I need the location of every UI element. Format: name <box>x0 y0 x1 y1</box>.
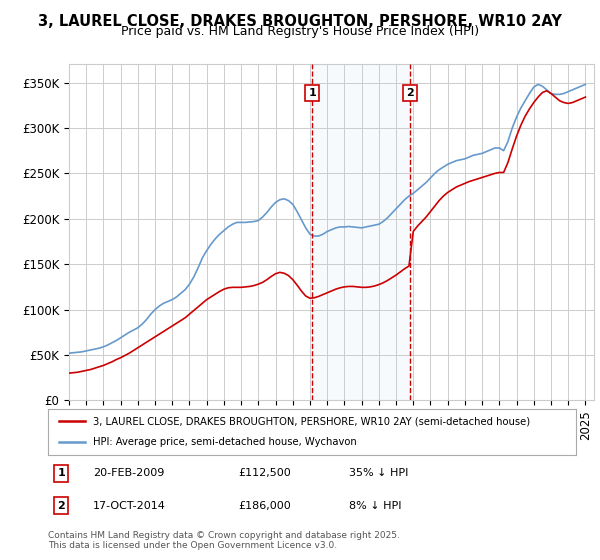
Text: 8% ↓ HPI: 8% ↓ HPI <box>349 501 401 511</box>
Text: 1: 1 <box>58 468 65 478</box>
Bar <box>312 64 410 400</box>
Text: 35% ↓ HPI: 35% ↓ HPI <box>349 468 409 478</box>
Text: £112,500: £112,500 <box>238 468 291 478</box>
Text: 3, LAUREL CLOSE, DRAKES BROUGHTON, PERSHORE, WR10 2AY: 3, LAUREL CLOSE, DRAKES BROUGHTON, PERSH… <box>38 14 562 29</box>
Text: 20-FEB-2009: 20-FEB-2009 <box>93 468 164 478</box>
Text: 3, LAUREL CLOSE, DRAKES BROUGHTON, PERSHORE, WR10 2AY (semi-detached house): 3, LAUREL CLOSE, DRAKES BROUGHTON, PERSH… <box>93 416 530 426</box>
Text: Price paid vs. HM Land Registry's House Price Index (HPI): Price paid vs. HM Land Registry's House … <box>121 25 479 38</box>
Text: 1: 1 <box>308 88 316 98</box>
Text: 17-OCT-2014: 17-OCT-2014 <box>93 501 166 511</box>
Text: Contains HM Land Registry data © Crown copyright and database right 2025.
This d: Contains HM Land Registry data © Crown c… <box>48 530 400 550</box>
Text: 2: 2 <box>58 501 65 511</box>
Text: 2: 2 <box>406 88 413 98</box>
Text: HPI: Average price, semi-detached house, Wychavon: HPI: Average price, semi-detached house,… <box>93 437 356 447</box>
Text: £186,000: £186,000 <box>238 501 291 511</box>
